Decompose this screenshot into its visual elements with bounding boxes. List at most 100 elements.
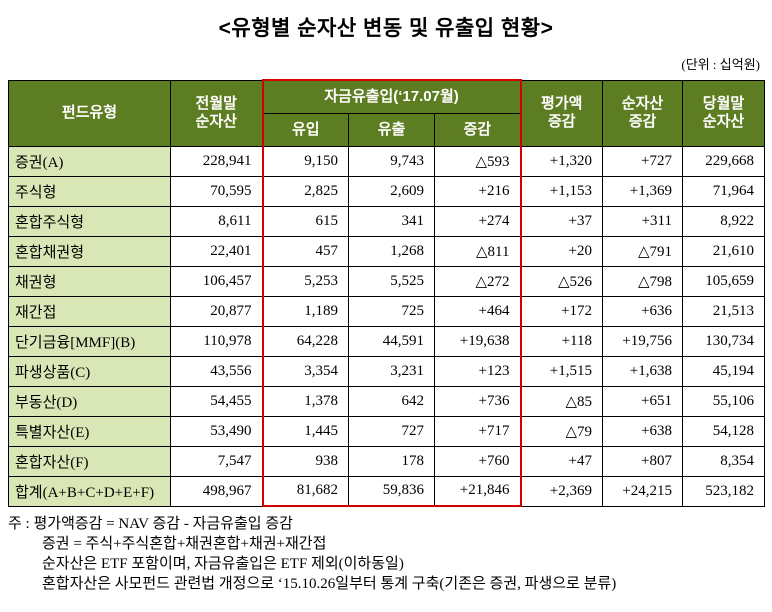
header-net-asset-change: 순자산 증감 [602,79,683,147]
table-row: 혼합채권형 22,401 457 1,268 △811 +20 △791 21,610 [8,235,765,267]
table-row: 증권(A) 228,941 9,150 9,743 △593 +1,320 +727 229,… [8,145,765,177]
table-header: 펀드유형 전월말 순자산 자금유출입(‘17.07월) 평가액 증감 순자산 증… [8,79,765,147]
table-row: 혼합자산(F) 7,547 938 178 +760 +47 +807 8,354 [8,445,765,477]
header-row-2: 유입 유출 증감 [9,112,765,147]
header-row-1: 펀드유형 전월말 순자산 자금유출입(‘17.07월) 평가액 증감 순자산 증… [8,79,765,147]
value-cell: △79 [520,415,603,447]
value-cell: 8,611 [170,205,263,237]
value-cell: +1,515 [520,355,603,387]
table-row: 혼합주식형 8,611 615 341 +274 +37 +311 8,922 [8,205,765,237]
value-cell: 105,659 [682,265,765,297]
value-cell: 45,194 [682,355,765,387]
value-cell: +311 [602,205,683,237]
value-cell: 44,591 [348,325,435,357]
value-cell: 615 [261,205,349,237]
header-outflow: 유출 [348,112,435,147]
value-cell: 130,734 [682,325,765,357]
value-cell: +1,320 [520,145,603,177]
table-body: 증권(A) 228,941 9,150 9,743 △593 +1,320 +727 229,… [8,145,765,507]
fund-type-cell: 부동산(D) [8,385,171,417]
value-cell: +19,756 [602,325,683,357]
page-title: <유형별 순자산 변동 및 유출입 현황> [218,17,554,40]
value-cell: +21,846 [434,475,522,507]
fund-table: 펀드유형 전월말 순자산 자금유출입(‘17.07월) 평가액 증감 순자산 증… [8,79,765,507]
value-cell: 1,189 [261,295,349,327]
value-cell: △593 [434,145,522,177]
fund-type-cell: 혼합주식형 [8,205,171,237]
table-row: 채권형 106,457 5,253 5,525 △272 △526 △798 105,659 [8,265,765,297]
value-cell: +1,153 [520,175,603,207]
value-cell: 523,182 [682,475,765,507]
value-cell: 3,231 [348,355,435,387]
value-cell: +216 [434,175,522,207]
table-row: 단기금융[MMF](B) 110,978 64,228 44,591 +19,638 +1… [8,325,765,357]
value-cell: 341 [348,205,435,237]
table-row: 특별자산(E) 53,490 1,445 727 +717 △79 +638 54,128 [8,415,765,447]
value-cell: +736 [434,385,522,417]
value-cell: 64,228 [261,325,349,357]
value-cell: 81,682 [261,475,349,507]
value-cell: +1,369 [602,175,683,207]
note-line: 순자산은 ETF 포함이며, 자금유출입은 ETF 제외(이하동일) [42,556,404,572]
value-cell: 8,922 [682,205,765,237]
note-line: 혼합자산은 사모펀드 관련법 개정으로 ‘15.10.26일부터 통계 구축(기… [42,576,617,592]
value-cell: 1,445 [261,415,349,447]
value-cell: 229,668 [682,145,765,177]
fund-type-cell: 합계(A+B+C+D+E+F) [8,475,171,507]
value-cell: △526 [520,265,603,297]
value-cell: 21,610 [682,235,765,267]
fund-type-cell: 혼합채권형 [8,235,171,267]
header-current-month-net-assets: 당월말 순자산 [682,79,765,147]
value-cell: 54,128 [682,415,765,447]
value-cell: 70,595 [170,175,263,207]
page: <유형별 순자산 변동 및 유출입 현황> (단위 : 십억원) 펀드유형 전월… [8,17,765,594]
value-cell: +760 [434,445,522,477]
fund-type-cell: 특별자산(E) [8,415,171,447]
value-cell: 1,268 [348,235,435,267]
fund-type-cell: 혼합자산(F) [8,445,171,477]
value-cell: +118 [520,325,603,357]
table-row: 파생상품(C) 43,556 3,354 3,231 +123 +1,515 +1,638 4… [8,355,765,387]
footnotes: 주 : 평가액증감 = NAV 증감 - 자금유출입 증감 증권 = 주식+주식… [8,514,764,594]
fund-type-cell: 재간접 [8,295,171,327]
value-cell: +172 [520,295,603,327]
value-cell: 642 [348,385,435,417]
value-cell: 228,941 [170,145,263,177]
value-cell: 59,836 [348,475,435,507]
value-cell: 9,743 [348,145,435,177]
value-cell: 2,609 [348,175,435,207]
unit-note: (단위 : 십억원) [681,57,760,72]
value-cell: △272 [434,265,522,297]
header-flow-group: 자금유출입(‘17.07월) [261,79,522,114]
value-cell: 938 [261,445,349,477]
value-cell: +727 [602,145,683,177]
value-cell: 498,967 [170,475,263,507]
fund-type-cell: 단기금융[MMF](B) [8,325,171,357]
value-cell: 71,964 [682,175,765,207]
value-cell: 21,513 [682,295,765,327]
value-cell: 457 [261,235,349,267]
value-cell: 7,547 [170,445,263,477]
fund-type-cell: 파생상품(C) [8,355,171,387]
value-cell: 5,253 [261,265,349,297]
value-cell: 727 [348,415,435,447]
value-cell: 5,525 [348,265,435,297]
value-cell: 178 [348,445,435,477]
header-change: 증감 [434,112,522,147]
value-cell: +2,369 [520,475,603,507]
value-cell: +123 [434,355,522,387]
fund-type-cell: 채권형 [8,265,171,297]
value-cell: 1,378 [261,385,349,417]
table-row: 부동산(D) 54,455 1,378 642 +736 △85 +651 55,106 [8,385,765,417]
value-cell: 54,455 [170,385,263,417]
table-row: 주식형 70,595 2,825 2,609 +216 +1,153 +1,369 71,96… [8,175,765,207]
value-cell: 20,877 [170,295,263,327]
value-cell: +638 [602,415,683,447]
value-cell: 8,354 [682,445,765,477]
value-cell: △811 [434,235,522,267]
fund-type-cell: 주식형 [8,175,171,207]
value-cell: 53,490 [170,415,263,447]
value-cell: 106,457 [170,265,263,297]
value-cell: +651 [602,385,683,417]
value-cell: +20 [520,235,603,267]
